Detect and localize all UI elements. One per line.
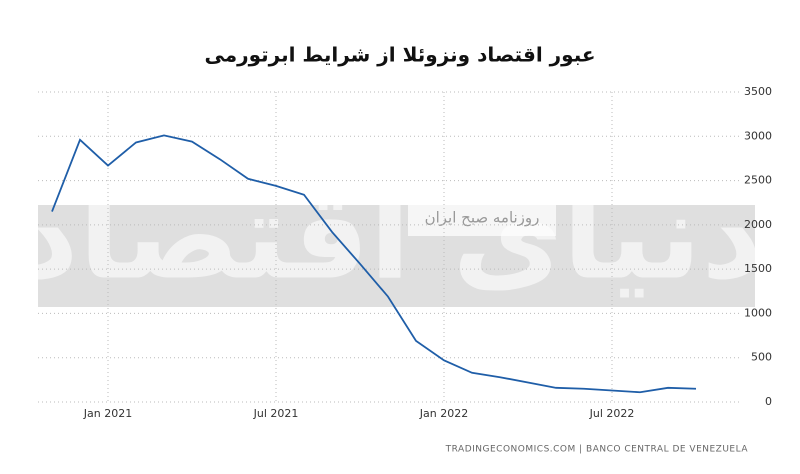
- watermark-subtitle-box: [408, 200, 556, 236]
- y-tick-label: 3500: [744, 85, 772, 98]
- y-tick-label: 2500: [744, 174, 772, 187]
- x-tick-label: Jan 2022: [419, 407, 468, 420]
- watermark-subtitle: روزنامه صبح ایران: [425, 209, 540, 227]
- y-tick-label: 0: [765, 395, 772, 408]
- y-tick-label: 500: [751, 351, 772, 364]
- x-tick-label: Jul 2021: [253, 407, 299, 420]
- y-tick-label: 1500: [744, 262, 772, 275]
- x-tick-label: Jul 2022: [589, 407, 635, 420]
- watermark-band: [38, 205, 755, 307]
- chart-title: عبور اقتصاد ونزوئلا از شرایط ابرتورمی: [204, 43, 595, 67]
- source: TRADINGECONOMICS.COM | BANCO CENTRAL DE …: [445, 445, 749, 455]
- y-tick-label: 3000: [744, 129, 772, 142]
- x-tick-label: Jan 2021: [83, 407, 132, 420]
- data-line: [51, 134, 697, 394]
- watermark: دنیای اقتصاد: [17, 168, 763, 307]
- y-tick-label: 2000: [744, 218, 772, 231]
- y-tick-label: 1000: [744, 306, 772, 319]
